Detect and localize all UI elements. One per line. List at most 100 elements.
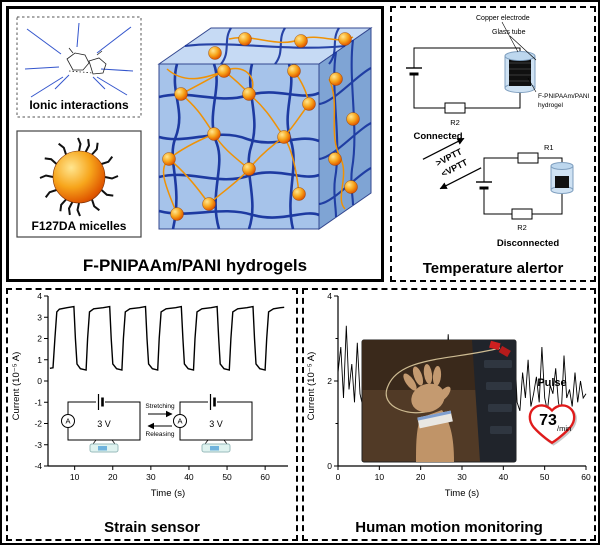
panel-human-motion: 0 10 20 30 40 50 60 0 2 4 Current (10⁻⁵ A) Time (… (302, 288, 596, 541)
fingers (403, 364, 451, 402)
voltageA-label: 3 V (97, 419, 111, 429)
wrist-sensor-band-edge (417, 410, 452, 421)
ionic-inset-label: Ionic interactions (29, 98, 129, 112)
tick-label: 4 (37, 291, 42, 301)
r2-label-disconnected: R2 (517, 223, 527, 232)
disconnected-circuit (476, 152, 574, 220)
tick-label: -4 (34, 461, 42, 471)
panel-title-alertor: Temperature alertor (422, 260, 564, 277)
micelle-inset-label: F127DA micelles (32, 219, 127, 233)
strain-chart: 10 20 30 40 50 60 -4 -3 -2 -1 0 1 2 3 4 Current (10⁻⁵ … (11, 291, 288, 499)
connected-label: Connected (413, 131, 462, 142)
resistor-r2b (511, 208, 533, 220)
tick-label: 40 (499, 472, 509, 482)
disconnected-label: Disconnected (497, 238, 559, 249)
tick-label: 2 (37, 334, 42, 344)
copper-electrode-label: Copper electrode (476, 15, 530, 22)
tick-label: 40 (184, 472, 194, 482)
pulse-unit: /min (557, 424, 571, 433)
laptop-keys (484, 360, 512, 434)
panel-title-hydrogels: F-PNIPAAm/PANI hydrogels (82, 256, 308, 275)
ionic-interactions-inset: Ionic interactions (16, 16, 142, 118)
plot: 10 20 30 40 50 60 -4 -3 -2 -1 0 1 2 3 4 (34, 291, 288, 482)
voltageB-label: 3 V (209, 419, 223, 429)
micelle-core (52, 150, 106, 204)
tick-label: 60 (260, 472, 270, 482)
tick-label: 10 (375, 472, 385, 482)
connected-circuit (406, 21, 537, 114)
releasing-label: Releasing (146, 431, 175, 438)
f127da-micelles-inset: F127DA micelles (16, 130, 142, 238)
ammeterB-label: A (177, 417, 182, 426)
alertor-circuit-diagram: Copper electrode Glass tube F-PNIPAAm/PA… (406, 15, 590, 249)
tick-label: -3 (34, 440, 42, 450)
tick-label: 10 (70, 472, 80, 482)
hand (411, 383, 445, 413)
sensor-wire (385, 347, 501, 414)
hydrogel-stripA-core (98, 446, 107, 451)
series-line (49, 305, 285, 371)
ionic-bond-lines (24, 22, 134, 98)
pulse-label: Pulse (537, 377, 566, 389)
hydrogel-filled (509, 58, 531, 86)
tick-label: 50 (222, 472, 232, 482)
wrist-photo-inset (361, 339, 517, 463)
pulse-value: 73 (539, 412, 557, 429)
tick-label: 60 (581, 472, 591, 482)
motion-chart: 0 10 20 30 40 50 60 0 2 4 Current (10⁻⁵ A) Time (… (306, 291, 591, 499)
tick-label: 3 (37, 312, 42, 322)
tick-label: 20 (416, 472, 426, 482)
pulse-indicator: Pulse 73 /min (528, 377, 577, 446)
tick-label: 30 (146, 472, 156, 482)
ammeterA-symbol (61, 414, 75, 428)
r2-label-connected: R2 (450, 118, 460, 127)
tick-label: 2 (327, 376, 332, 386)
r1-label: R1 (544, 143, 554, 152)
heart-icon (528, 404, 576, 445)
glass-tube-label: Glass tube (492, 29, 526, 36)
heating-arrow (422, 137, 465, 160)
panel-title-motion: Human motion monitoring (355, 519, 543, 536)
motion-ylabel: Current (10⁻⁵ A) (306, 352, 317, 421)
hydrogel-cube-illustration (157, 27, 373, 230)
hydrogel-shrunk (555, 176, 569, 188)
motion-xlabel: Time (s) (445, 488, 479, 499)
tick-label: 0 (37, 376, 42, 386)
copper-electrode2-cap (550, 162, 574, 170)
panel-title-strain: Strain sensor (104, 519, 200, 536)
molecule-structure (66, 47, 107, 75)
tick-label: 30 (457, 472, 467, 482)
ammeterA-label: A (65, 417, 70, 426)
ionic-inset-box (16, 16, 142, 118)
tick-label: 20 (108, 472, 118, 482)
panel-hydrogels: Ionic interactions (6, 6, 384, 282)
panel-temperature-alertor: Copper electrode Glass tube F-PNIPAAm/PA… (390, 6, 596, 282)
tick-label: -2 (34, 419, 42, 429)
copper-electrode-cap (504, 51, 536, 61)
hydrogel-label-line1: F-PNIPAAm/PANI (538, 93, 590, 100)
strain-ylabel: Current (10⁻⁵ A) (11, 352, 22, 421)
hydrogel-stripB-core (210, 446, 219, 451)
cooling-arrow (439, 167, 482, 190)
stretching-label: Stretching (145, 403, 175, 410)
strain-xlabel: Time (s) (151, 488, 185, 499)
alligator-clip-1 (489, 340, 501, 351)
resistor-r2 (444, 102, 466, 114)
tick-label: 4 (327, 291, 332, 301)
tick-label: 0 (327, 461, 332, 471)
tick-label: 50 (540, 472, 550, 482)
ammeterB-symbol (173, 414, 187, 428)
hydrogel-illustration: Ionic interactions (16, 16, 373, 238)
tick-label: 1 (37, 355, 42, 365)
hydrogel-label-line2: hydrogel (538, 102, 563, 109)
cube-front-face (158, 63, 320, 230)
micelle-illustration (39, 137, 119, 217)
tick-label: -1 (34, 397, 42, 407)
vptt-transition: >VPTT <VPTT (422, 137, 482, 190)
panel-strain-sensor: 10 20 30 40 50 60 -4 -3 -2 -1 0 1 2 3 4 Current (10⁻⁵ … (6, 288, 298, 541)
strain-circuit-inset (61, 394, 253, 453)
alligator-clip-2 (498, 345, 511, 357)
tick-label: 0 (336, 472, 341, 482)
micelle-bristles (39, 137, 119, 217)
